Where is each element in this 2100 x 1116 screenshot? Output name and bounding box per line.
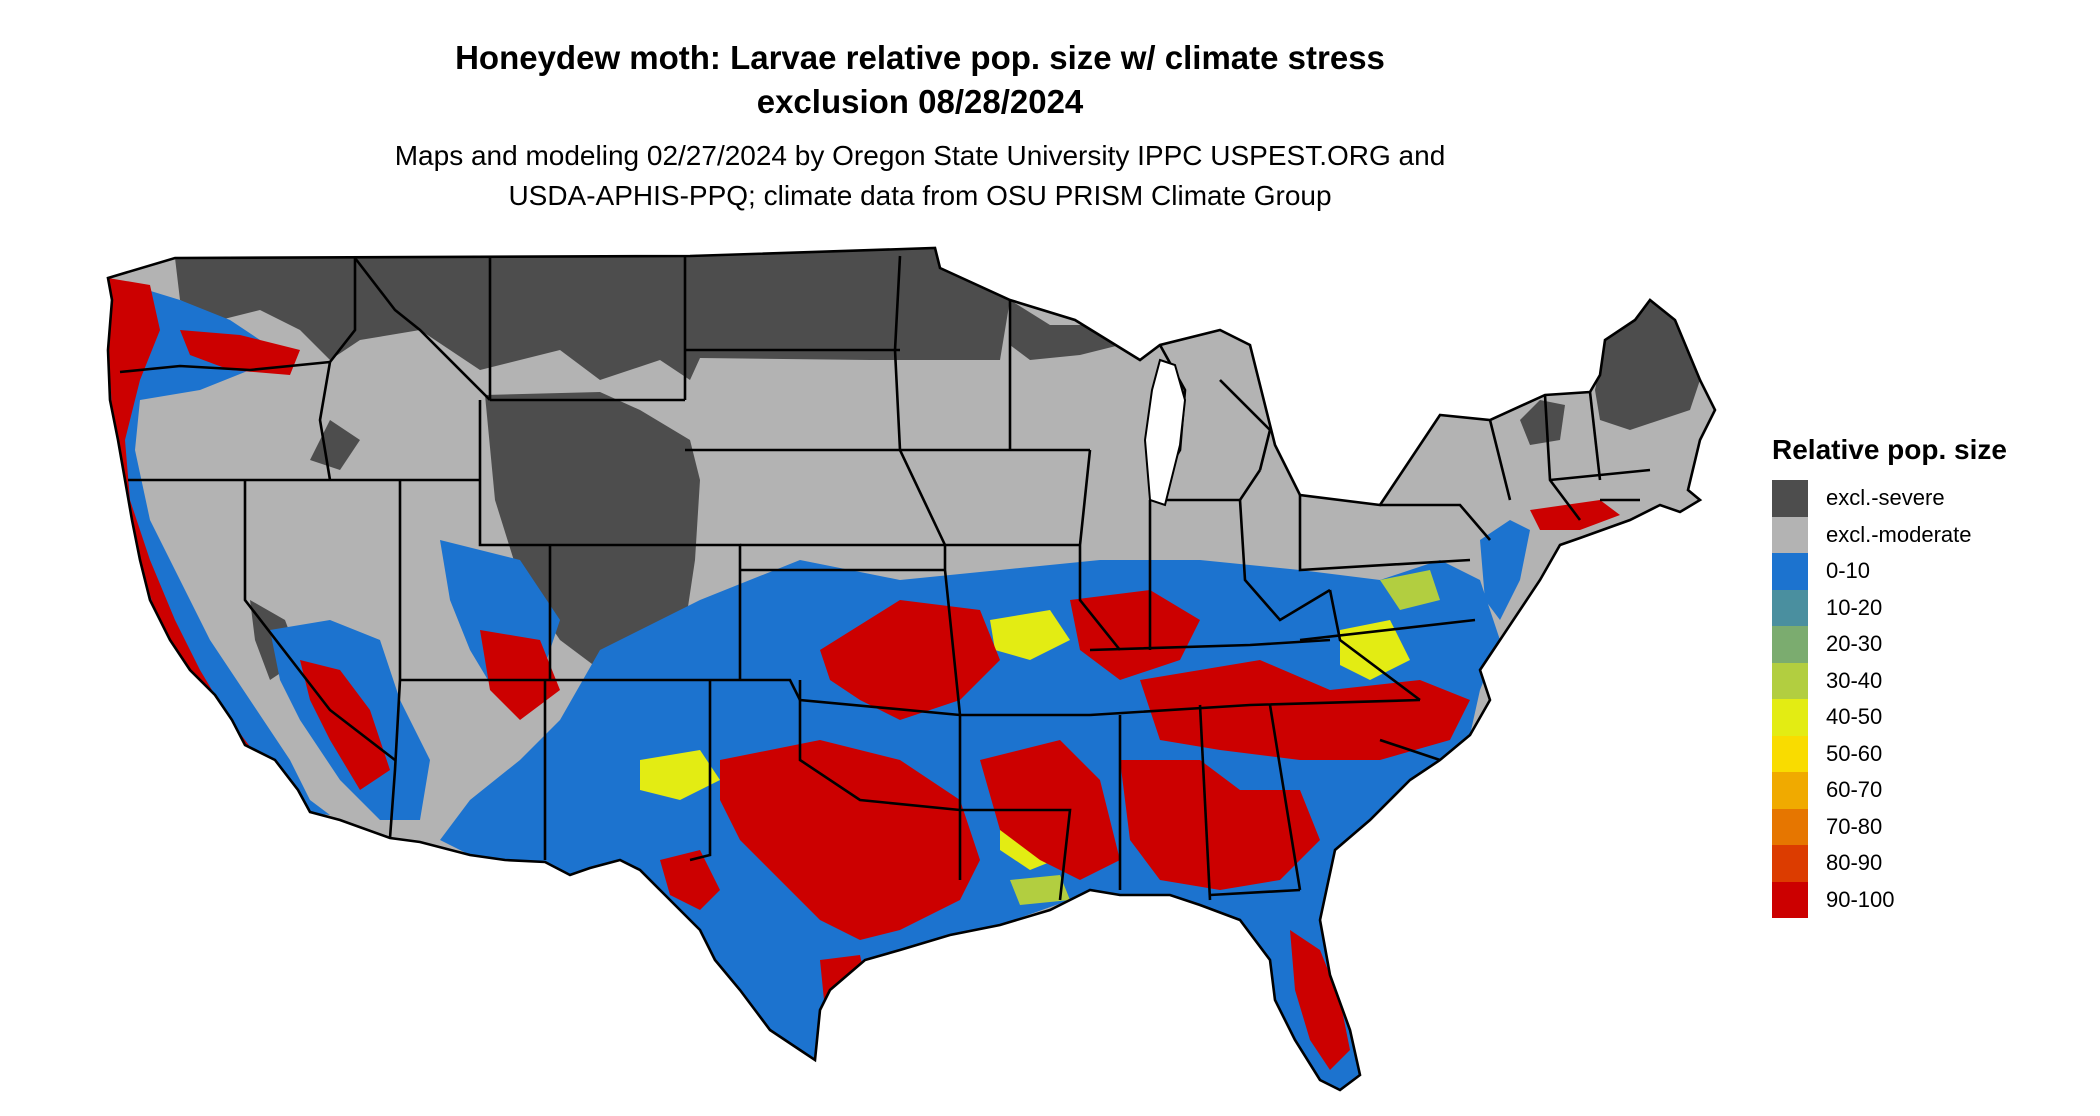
legend-row: 90-100 [1772, 881, 2072, 918]
legend-row: 0-10 [1772, 553, 2072, 590]
legend-label: excl.-moderate [1826, 521, 1972, 547]
legend-swatch [1772, 881, 1808, 918]
legend-label: 90-100 [1826, 886, 1895, 912]
legend-row: 10-20 [1772, 589, 2072, 626]
legend-label: 10-20 [1826, 594, 1883, 620]
legend-row: 20-30 [1772, 626, 2072, 663]
legend-swatch [1772, 735, 1808, 772]
legend-swatch [1772, 589, 1808, 626]
legend-label: 70-80 [1826, 813, 1883, 839]
legend-row: excl.-severe [1772, 480, 2072, 517]
legend-row: excl.-moderate [1772, 516, 2072, 553]
title-line-2: exclusion 08/28/2024 [756, 83, 1084, 120]
legend: Relative pop. size excl.-severe excl.-mo… [1772, 434, 2072, 918]
legend-label: 60-70 [1826, 777, 1883, 803]
legend-label: 0-10 [1826, 558, 1871, 584]
legend-swatch [1772, 808, 1808, 845]
legend-swatch [1772, 772, 1808, 809]
us-map [106, 246, 1717, 1092]
legend-swatch [1772, 845, 1808, 882]
legend-label: 30-40 [1826, 667, 1883, 693]
legend-label: excl.-severe [1826, 485, 1945, 511]
legend-swatch [1772, 699, 1808, 736]
legend-row: 60-70 [1772, 772, 2072, 809]
legend-row: 70-80 [1772, 808, 2072, 845]
legend-row: 30-40 [1772, 662, 2072, 699]
legend-row: 80-90 [1772, 845, 2072, 882]
legend-row: 50-60 [1772, 735, 2072, 772]
legend-label: 40-50 [1826, 704, 1883, 730]
legend-swatch [1772, 662, 1808, 699]
legend-label: 80-90 [1826, 850, 1883, 876]
legend-row: 40-50 [1772, 699, 2072, 736]
map-title: Honeydew moth: Larvae relative pop. size… [0, 36, 1840, 124]
map-subtitle: Maps and modeling 02/27/2024 by Oregon S… [0, 136, 1840, 216]
legend-label: 20-30 [1826, 631, 1883, 657]
legend-swatch [1772, 516, 1808, 553]
title-line-1: Honeydew moth: Larvae relative pop. size… [455, 39, 1385, 76]
subtitle-line-2: USDA-APHIS-PPQ; climate data from OSU PR… [508, 180, 1332, 211]
legend-title: Relative pop. size [1772, 434, 2007, 465]
legend-swatch [1772, 626, 1808, 663]
legend-label: 50-60 [1826, 740, 1883, 766]
subtitle-line-1: Maps and modeling 02/27/2024 by Oregon S… [394, 140, 1446, 171]
legend-swatch [1772, 480, 1808, 517]
legend-swatch [1772, 553, 1808, 590]
